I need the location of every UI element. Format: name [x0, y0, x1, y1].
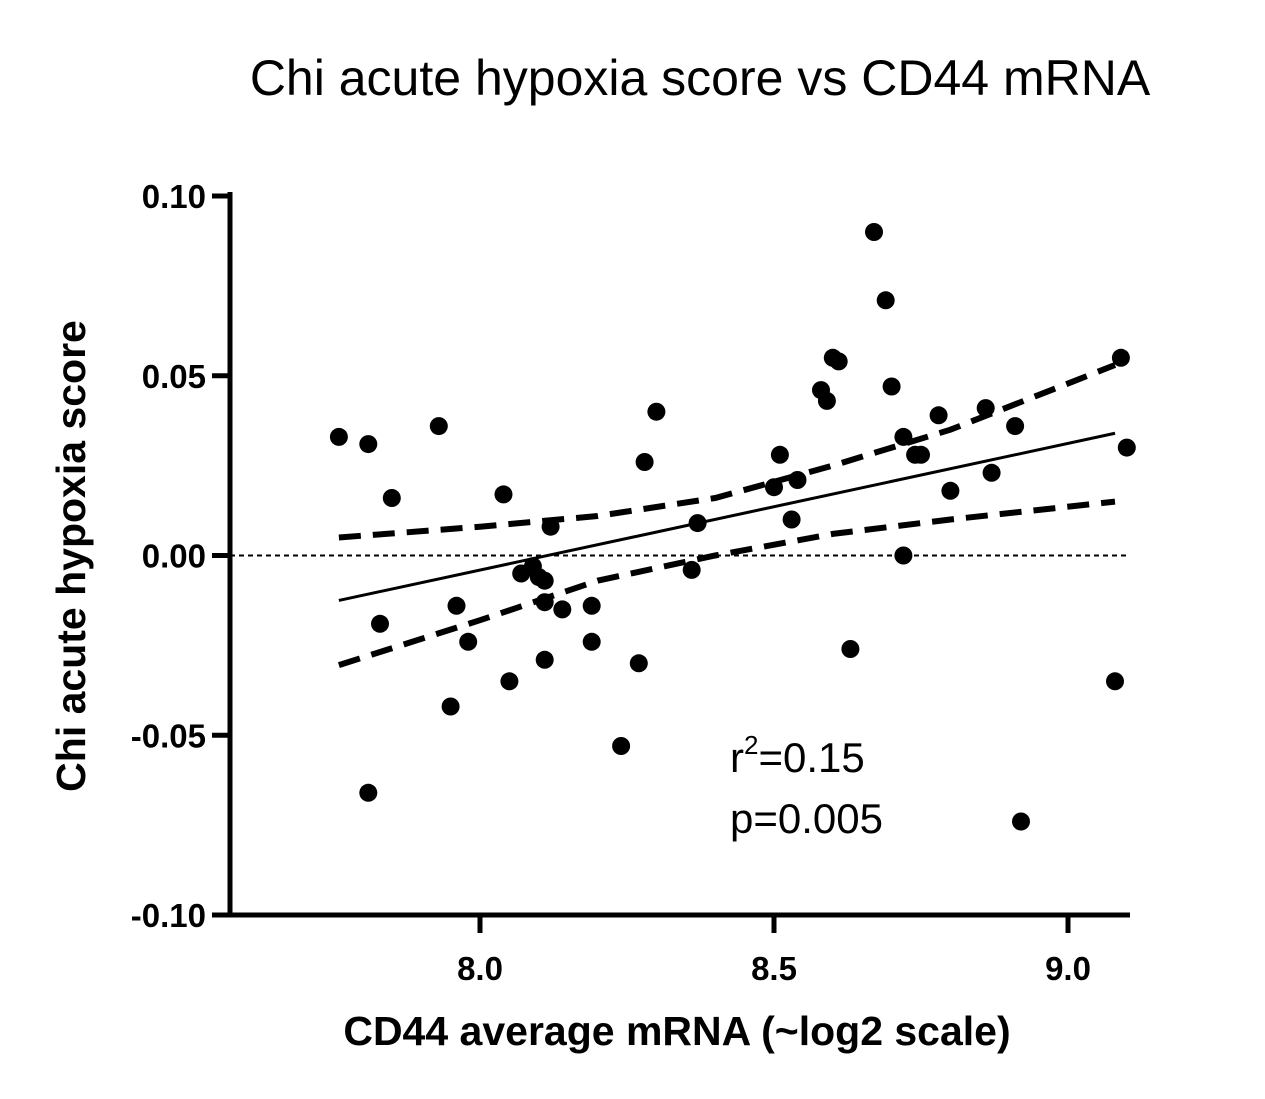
- data-point: [912, 445, 930, 464]
- data-point: [1012, 812, 1030, 831]
- x-axis-ticks: 8.0 8.5 9.0: [457, 915, 1091, 987]
- chart-title: Chi acute hypoxia score vs CD44 mRNA: [250, 50, 1151, 106]
- data-point: [1117, 438, 1136, 457]
- data-point: [582, 632, 601, 651]
- data-point: [841, 640, 860, 658]
- data-point: [371, 614, 389, 633]
- data-point: [447, 596, 466, 615]
- data-point: [629, 654, 648, 673]
- data-point: [894, 427, 913, 446]
- x-axis-label: CD44 average mRNA (~log2 scale): [343, 1008, 1010, 1054]
- y-tick-label: -0.10: [131, 897, 206, 934]
- y-axis-ticks: 0.10 0.05 0.00 -0.05 -0.10: [131, 178, 230, 934]
- data-point: [941, 481, 960, 500]
- y-tick-label: 0.05: [142, 358, 206, 395]
- data-point: [1006, 417, 1025, 436]
- r-squared-value: =0.15: [758, 734, 864, 781]
- data-point: [865, 223, 883, 241]
- data-point: [876, 291, 895, 310]
- data-point: [359, 783, 378, 802]
- x-tick-label: 8.0: [457, 950, 503, 987]
- r-squared-superscript: 2: [744, 730, 758, 760]
- r-squared-annotation: r2=0.15: [730, 730, 865, 781]
- data-point: [553, 600, 572, 619]
- data-point: [982, 463, 1001, 482]
- data-point: [582, 596, 601, 615]
- data-point: [788, 471, 807, 489]
- y-tick-label: 0.00: [142, 538, 206, 575]
- regression-line: [338, 431, 1116, 602]
- data-point: [682, 560, 701, 579]
- data-point: [882, 377, 901, 396]
- data-point: [441, 697, 460, 716]
- data-point: [894, 546, 913, 565]
- data-point: [976, 399, 995, 418]
- data-point: [429, 417, 448, 436]
- data-point: [359, 435, 378, 454]
- data-point: [382, 489, 401, 507]
- data-point: [688, 514, 707, 533]
- data-point: [535, 593, 554, 612]
- y-tick-label: 0.10: [142, 178, 206, 215]
- data-point: [829, 352, 848, 371]
- data-point: [817, 391, 836, 410]
- data-point: [1106, 672, 1124, 691]
- data-point: [500, 672, 519, 691]
- data-point: [612, 737, 631, 755]
- data-point: [1111, 348, 1130, 367]
- data-point: [535, 571, 554, 590]
- data-point: [494, 485, 513, 504]
- x-tick-label: 8.5: [751, 950, 797, 987]
- r-squared-prefix: r: [730, 734, 744, 781]
- data-point: [541, 517, 560, 536]
- data-point: [647, 402, 666, 421]
- data-point: [535, 650, 554, 669]
- data-point: [765, 478, 783, 497]
- y-tick-label: -0.05: [131, 717, 206, 754]
- data-point: [770, 445, 789, 464]
- confidence-band-upper: [338, 362, 1117, 541]
- data-point: [929, 406, 948, 425]
- p-value-annotation: p=0.005: [730, 795, 883, 842]
- x-tick-label: 9.0: [1045, 950, 1091, 987]
- y-axis-label: Chi acute hypoxia score: [48, 320, 94, 792]
- data-point: [635, 453, 654, 471]
- data-point: [782, 510, 801, 529]
- confidence-band-lower: [337, 498, 1116, 668]
- data-point: [459, 632, 478, 651]
- data-point: [329, 427, 348, 446]
- plot-area: [230, 223, 1136, 831]
